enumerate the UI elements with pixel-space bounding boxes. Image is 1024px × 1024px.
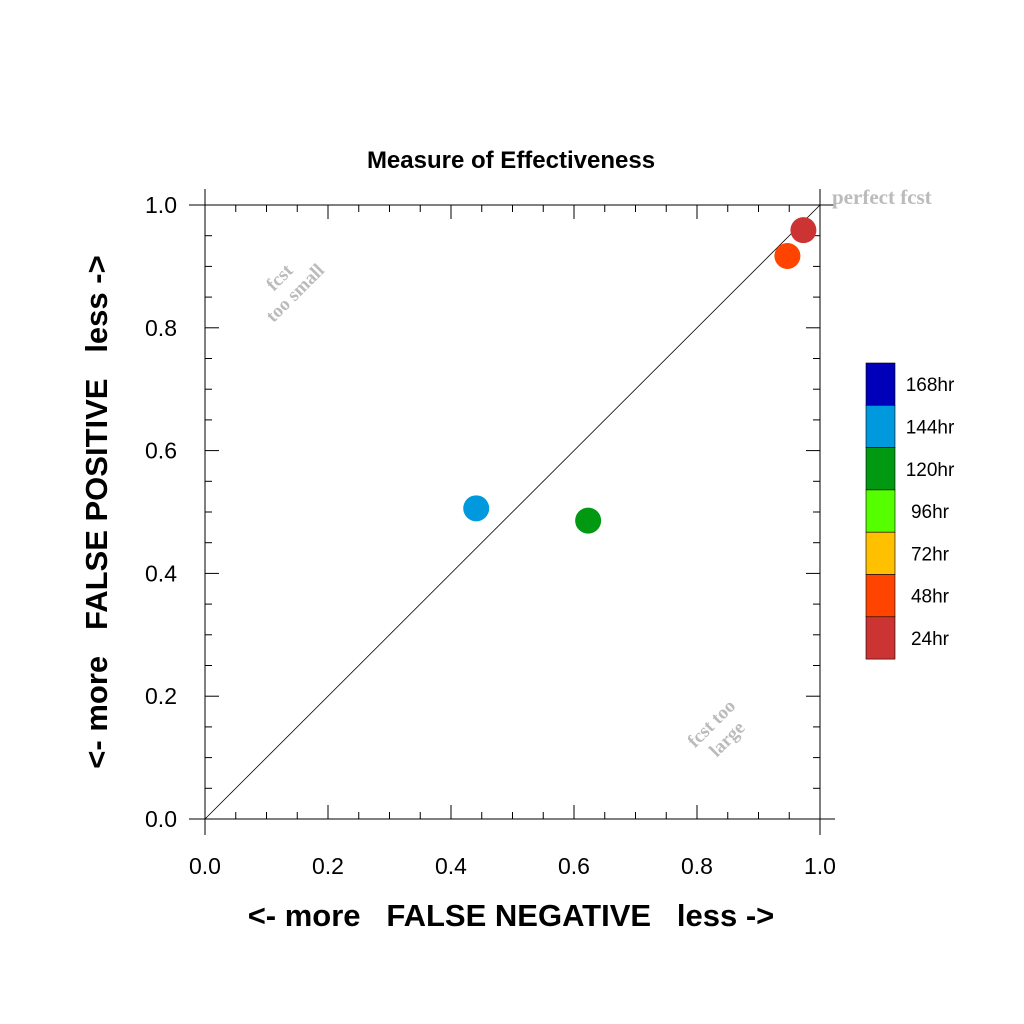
diagonal-reference-line bbox=[204, 204, 821, 820]
data-point-24hr bbox=[790, 217, 817, 244]
legend-label-72hr: 72hr bbox=[911, 544, 950, 565]
legend-label-96hr: 96hr bbox=[911, 502, 950, 523]
legend-label-120hr: 120hr bbox=[906, 460, 955, 481]
legend-swatch-144hr bbox=[865, 404, 896, 448]
chart-title: Measure of Effectiveness bbox=[367, 147, 655, 174]
x-tick-label: 0.4 bbox=[435, 853, 467, 879]
data-point-48hr bbox=[774, 242, 801, 269]
annotation-perfect-forecast: perfect fcst bbox=[832, 185, 932, 209]
y-tick-label: 0.2 bbox=[145, 683, 177, 709]
annotation-too-small: fcsttoo small bbox=[247, 245, 329, 327]
reference-line-group bbox=[204, 204, 821, 820]
data-point-120hr bbox=[575, 507, 602, 534]
x-tick-label: 1.0 bbox=[804, 853, 836, 879]
x-tick-label: 0.8 bbox=[681, 853, 713, 879]
y-axis-label: <- more FALSE POSITIVE less -> bbox=[79, 255, 114, 768]
x-axis-label: <- more FALSE NEGATIVE less -> bbox=[248, 898, 775, 933]
legend-label-24hr: 24hr bbox=[911, 629, 950, 650]
y-tick-label: 0.0 bbox=[145, 806, 177, 832]
y-tick-label: 0.8 bbox=[145, 315, 177, 341]
x-axis: 0.0 0.2 0.4 0.6 0.8 1.0 bbox=[189, 205, 836, 879]
annotation-too-large: fcst toolarge bbox=[684, 696, 756, 768]
legend-label-168hr: 168hr bbox=[906, 375, 955, 396]
data-points bbox=[463, 217, 817, 534]
legend-swatch-72hr bbox=[865, 531, 896, 575]
legend-swatch-120hr bbox=[865, 447, 896, 491]
legend-swatch-168hr bbox=[865, 362, 896, 406]
legend-swatch-48hr bbox=[865, 574, 896, 618]
legend-label-144hr: 144hr bbox=[906, 417, 955, 438]
legend: 168hr 144hr 120hr 96hr 72hr 48hr 24hr bbox=[865, 362, 955, 660]
y-tick-label: 1.0 bbox=[145, 192, 177, 218]
legend-swatch-96hr bbox=[865, 489, 896, 533]
x-tick-label: 0.0 bbox=[189, 853, 221, 879]
y-tick-label: 0.4 bbox=[145, 560, 177, 586]
legend-label-48hr: 48hr bbox=[911, 587, 950, 608]
x-tick-label: 0.6 bbox=[558, 853, 590, 879]
y-axis: 0.0 0.2 0.4 0.6 0.8 1.0 bbox=[145, 192, 820, 832]
x-tick-label: 0.2 bbox=[312, 853, 344, 879]
legend-swatch-24hr bbox=[865, 616, 896, 660]
y-tick-label: 0.6 bbox=[145, 438, 177, 464]
annotations: perfect fcst fcsttoo small fcst toolarge bbox=[247, 185, 932, 768]
data-point-144hr bbox=[463, 495, 490, 522]
